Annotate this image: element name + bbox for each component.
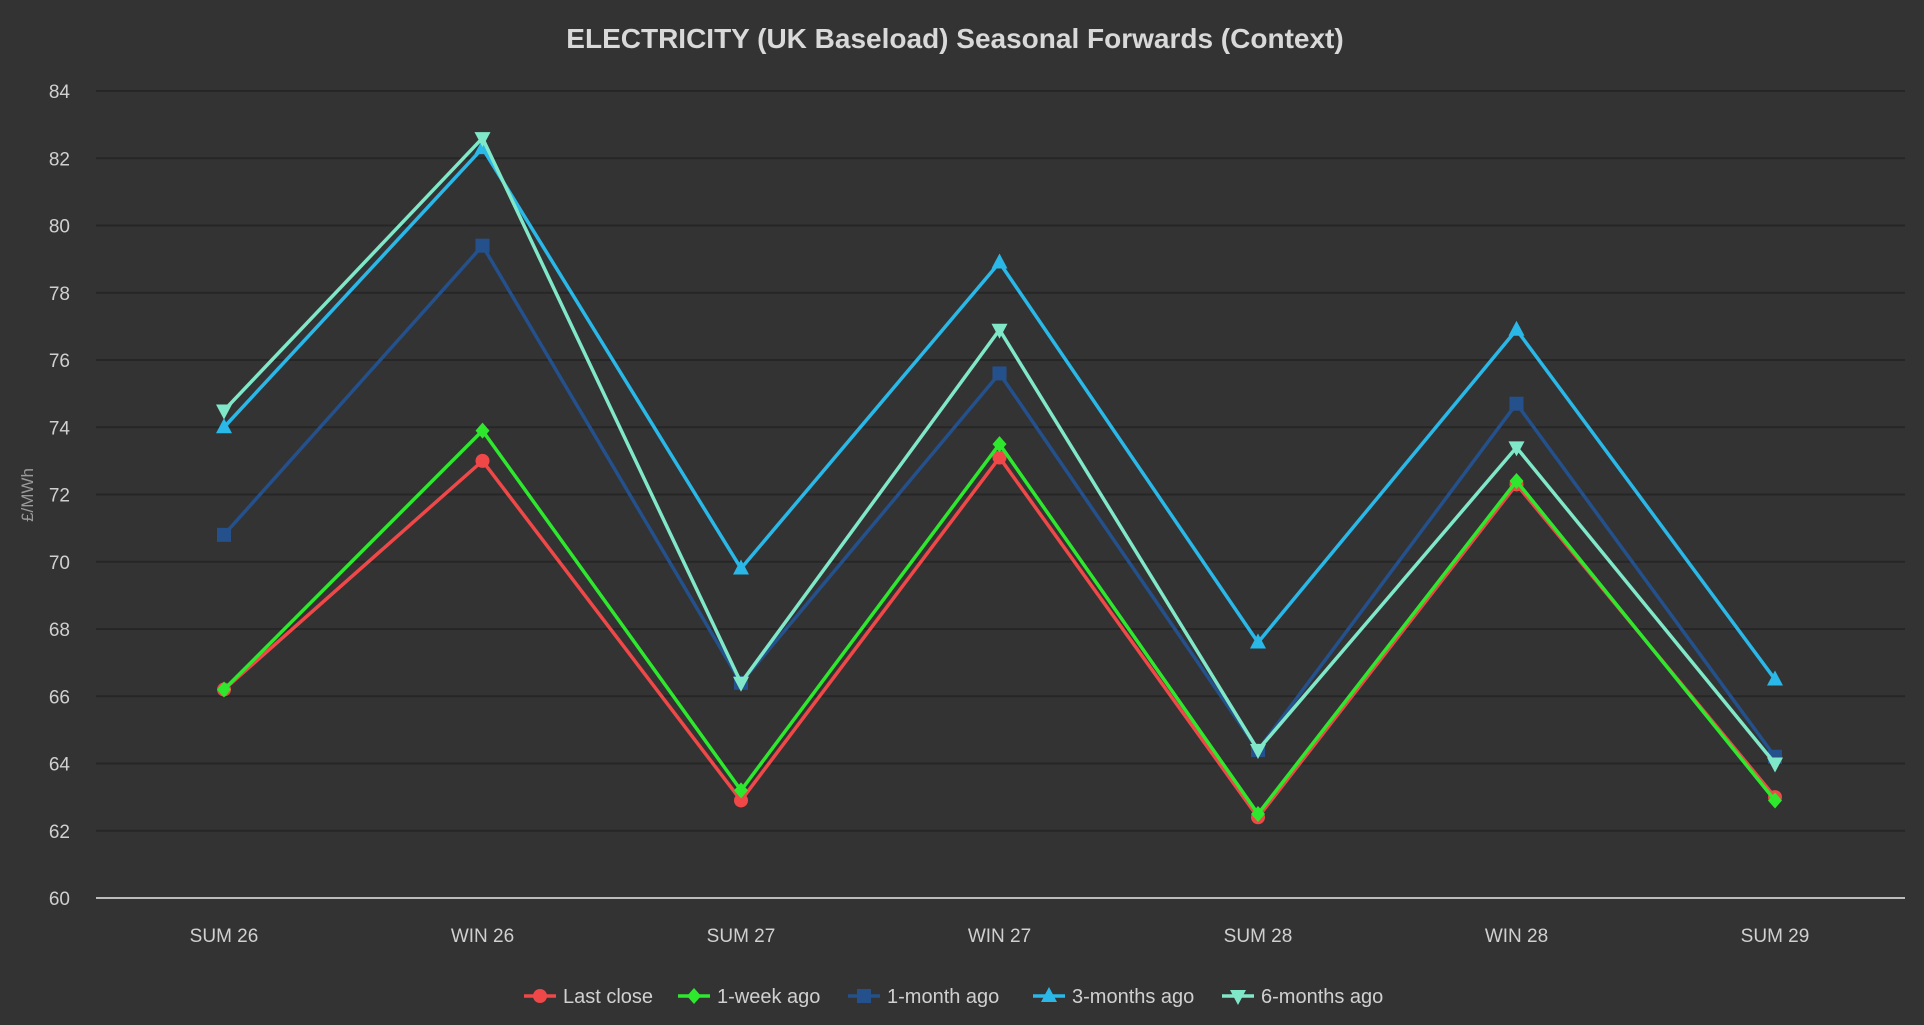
data-point [216,418,232,434]
axis-layer: 60 62 64 66 68 70 72 74 76 78 80 82 84 SUM 26 WIN 26 SU… [49,82,1905,947]
data-point [475,238,490,253]
legend-marker [1041,987,1057,1002]
x-tick-label: SUM 26 [190,926,259,947]
y-tick-label: 64 [49,755,71,776]
data-point [474,132,491,148]
data-point [733,676,749,692]
series-last-close [217,450,1782,825]
series-layer [216,132,1783,825]
legend-marker [533,989,547,1003]
y-tick-label: 78 [49,284,70,305]
legend-item: 3-months ago [1033,986,1194,1008]
data-point [217,527,231,542]
legend-label: 6-months ago [1261,986,1383,1008]
legend-label: Last close [563,986,653,1008]
data-point [1508,320,1525,336]
series-line [222,428,1777,816]
data-point [733,559,749,575]
series-line [222,243,1777,758]
series-1-month-ago [217,238,1782,764]
legend-item: 1-month ago [848,986,999,1008]
data-point [992,366,1007,381]
series-1-week-ago [217,422,1782,822]
data-point [475,453,490,468]
legend: Last close 1-week ago 1-month ago 3-months … [524,986,1383,1008]
y-tick-label: 60 [49,889,70,910]
y-tick-label: 72 [49,486,70,507]
legend-marker [1230,990,1246,1005]
legend-marker [687,988,701,1004]
x-tick-label: WIN 28 [1485,926,1548,947]
y-tick-label: 68 [49,620,70,641]
legend-item: 6-months ago [1222,986,1383,1008]
data-point [734,793,748,808]
legend-item: 1-week ago [678,986,820,1008]
data-point [1251,805,1265,822]
data-point [475,422,490,439]
legend-label: 3-months ago [1072,986,1194,1008]
y-axis-title: £/MWh [18,468,37,522]
y-tick-label: 66 [49,687,70,708]
x-tick-label: SUM 29 [1741,926,1810,947]
data-point [991,323,1008,339]
data-point [992,436,1007,453]
data-point [734,782,748,799]
data-point [1250,744,1266,760]
y-tick-label: 84 [49,82,71,103]
y-tick-label: 70 [49,553,70,574]
grid-layer [96,90,1905,832]
data-point [1768,792,1782,809]
chart-title: ELECTRICITY (UK Baseload) Seasonal Forwa… [566,23,1343,54]
data-point [216,404,232,420]
data-point [991,253,1008,269]
data-point [1508,441,1525,457]
series-3-months-ago [216,139,1783,686]
y-tick-label: 74 [49,418,71,439]
legend-label: 1-week ago [717,986,820,1008]
y-tick-label: 82 [49,149,70,170]
data-point [1509,473,1524,490]
y-tick-label: 76 [49,351,70,372]
data-point [992,450,1007,465]
data-point [1767,670,1783,686]
legend-marker [857,989,871,1003]
x-tick-label: SUM 28 [1224,926,1293,947]
data-point [1509,396,1524,411]
x-tick-label: WIN 27 [968,926,1031,947]
series-6-months-ago [216,132,1783,773]
series-line [222,146,1777,681]
legend-label: 1-month ago [887,986,999,1008]
x-tick-label: WIN 26 [451,926,514,947]
x-tick-label: SUM 27 [707,926,776,947]
data-point [1767,757,1783,773]
data-point [217,681,231,698]
y-tick-label: 62 [49,822,70,843]
legend-item: Last close [524,986,653,1008]
data-point [1250,633,1266,649]
y-tick-label: 80 [49,217,70,238]
